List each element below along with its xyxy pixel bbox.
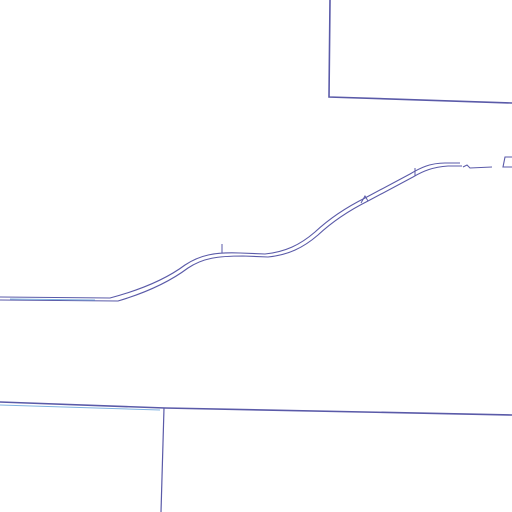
parcel-boundary-southwest-divider <box>160 407 165 512</box>
parcel-boundary-northeast <box>328 0 512 104</box>
road-diagonal-north-edge <box>0 162 460 299</box>
road-stub-east <box>462 164 493 169</box>
road-stub-east-box <box>502 156 512 168</box>
road-diagonal-accent-west <box>9 298 96 301</box>
parcel-boundary-south <box>0 401 512 416</box>
parcel-boundary-south-accent <box>0 404 161 411</box>
road-tick-2 <box>360 195 369 204</box>
road-diagonal-south-edge <box>0 165 462 302</box>
